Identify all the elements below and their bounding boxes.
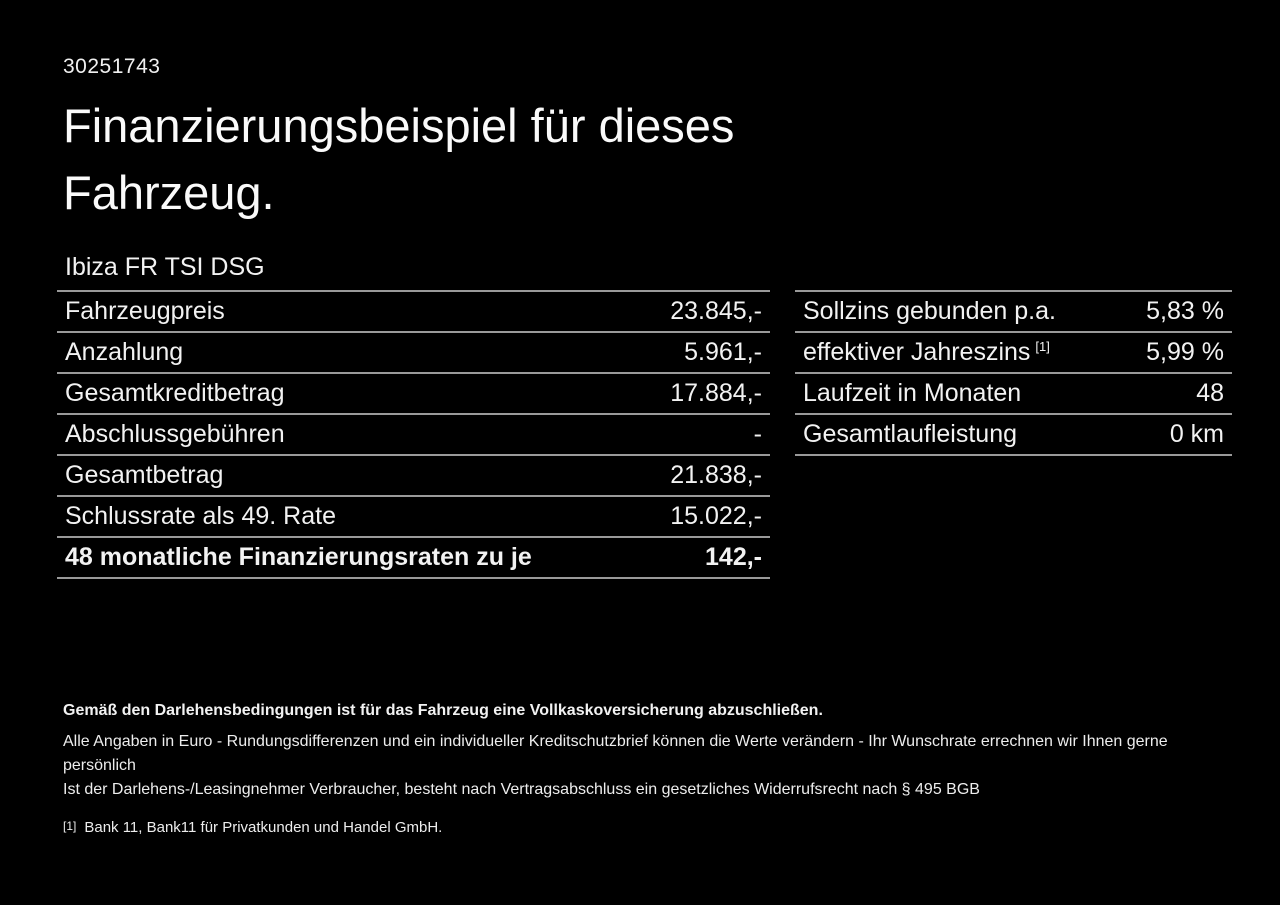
table-row: Schlussrate als 49. Rate 15.022,- — [57, 497, 770, 538]
disclaimer-line-1: Alle Angaben in Euro - Rundungsdifferenz… — [63, 733, 1168, 774]
row-value: 15.022,- — [670, 502, 762, 530]
row-label: Abschlussgebühren — [65, 420, 285, 448]
page-title: Finanzierungsbeispiel für dieses Fahrzeu… — [57, 92, 1232, 226]
page-title-line1: Finanzierungsbeispiel für dieses — [63, 99, 735, 152]
finance-table-right: Sollzins gebunden p.a. 5,83 % effektiver J… — [795, 290, 1232, 456]
table-row: Fahrzeugpreis 23.845,- — [57, 292, 770, 333]
row-value: 48 — [1196, 379, 1224, 407]
row-label: effektiver Jahreszins [1] — [803, 338, 1050, 366]
legal-footer: Gemäß den Darlehensbedingungen ist für d… — [57, 700, 1232, 838]
table-row: Abschlussgebühren - — [57, 415, 770, 456]
table-row: Gesamtkreditbetrag 17.884,- — [57, 374, 770, 415]
row-value: 17.884,- — [670, 379, 762, 407]
table-row: Sollzins gebunden p.a. 5,83 % — [795, 292, 1232, 333]
row-value: 21.838,- — [670, 461, 762, 489]
finance-tables: Ibiza FR TSI DSG Fahrzeugpreis 23.845,- An… — [57, 226, 1232, 579]
row-label: Gesamtlaufleistung — [803, 420, 1018, 448]
row-value: 5.961,- — [684, 338, 762, 366]
table-row: Gesamtlaufleistung 0 km — [795, 415, 1232, 456]
table-row: 48 monatliche Finanzierungsraten zu je 14… — [57, 538, 770, 579]
row-value: 5,99 % — [1146, 338, 1224, 366]
footnote-marker: [1] — [63, 819, 77, 833]
row-value: - — [753, 420, 762, 448]
footnote-reference-marker: [1] — [1035, 338, 1050, 354]
document-id: 30251743 — [63, 55, 161, 78]
finance-example-page: 30251743 Finanzierungsbeispiel für diese… — [57, 0, 1232, 838]
finance-table-left: Fahrzeugpreis 23.845,- Anzahlung 5.961,- Ges… — [57, 290, 770, 579]
row-label: Fahrzeugpreis — [65, 297, 225, 325]
row-label: Gesamtbetrag — [65, 461, 224, 489]
insurance-note: Gemäß den Darlehensbedingungen ist für d… — [63, 702, 823, 719]
table-row: effektiver Jahreszins [1] 5,99 % — [795, 333, 1232, 374]
finance-table-right-column: Sollzins gebunden p.a. 5,83 % effektiver J… — [795, 290, 1232, 456]
disclaimer-line-2: Ist der Darlehens-/Leasingnehmer Verbrau… — [63, 781, 980, 798]
table-row: Anzahlung 5.961,- — [57, 333, 770, 374]
row-value: 5,83 % — [1146, 297, 1224, 325]
page-title-line2: Fahrzeug. — [63, 166, 275, 219]
row-value: 142,- — [705, 543, 762, 571]
table-row: Laufzeit in Monaten 48 — [795, 374, 1232, 415]
row-label: 48 monatliche Finanzierungsraten zu je — [65, 543, 532, 571]
row-label: Laufzeit in Monaten — [803, 379, 1022, 407]
row-label: Anzahlung — [65, 338, 184, 366]
row-label: Gesamtkreditbetrag — [65, 379, 285, 407]
row-label: Schlussrate als 49. Rate — [65, 502, 336, 530]
finance-table-left-column: Ibiza FR TSI DSG Fahrzeugpreis 23.845,- An… — [57, 226, 770, 579]
bank-footnote: [1] Bank 11, Bank11 für Privatkunden und … — [57, 816, 1232, 838]
table-row: Gesamtbetrag 21.838,- — [57, 456, 770, 497]
vehicle-name: Ibiza FR TSI DSG — [65, 253, 265, 281]
footnote-text: Bank 11, Bank11 für Privatkunden und Han… — [84, 819, 443, 836]
row-value: 0 km — [1169, 420, 1224, 448]
row-label: Sollzins gebunden p.a. — [803, 297, 1056, 325]
row-value: 23.845,- — [670, 297, 762, 325]
